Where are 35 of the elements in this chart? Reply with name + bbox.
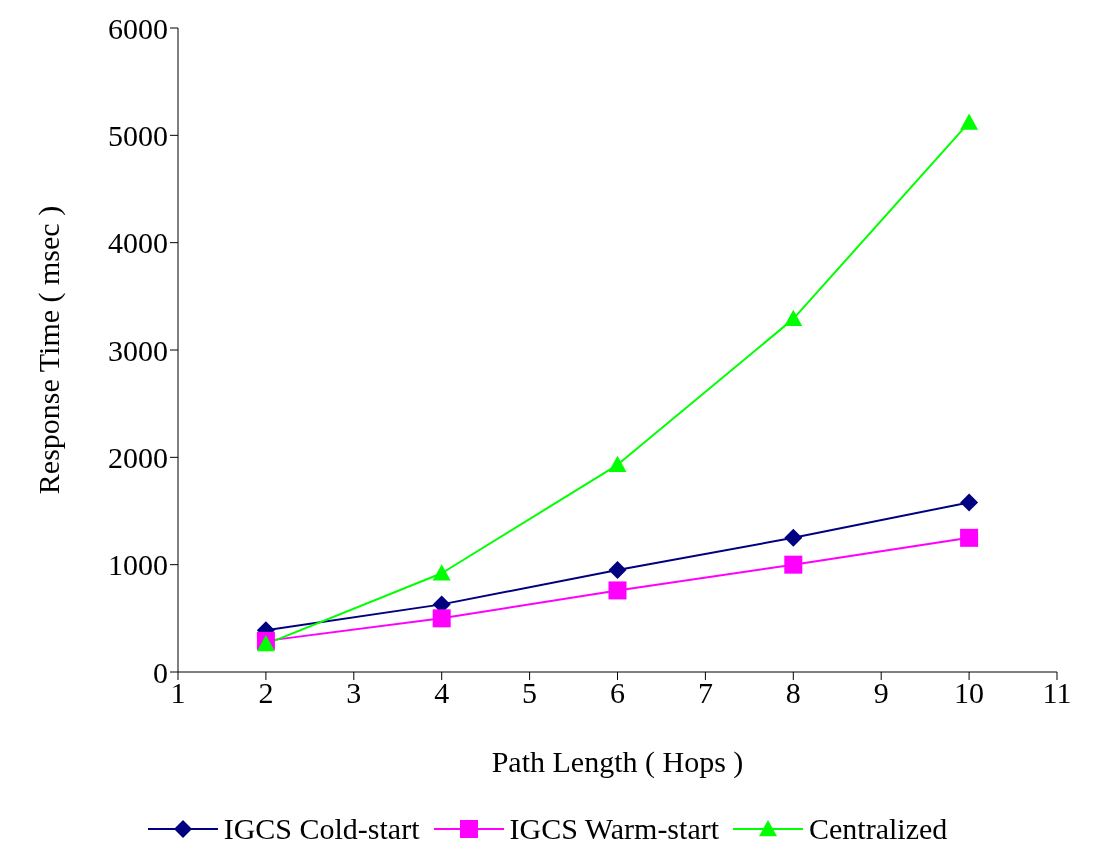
point xyxy=(960,113,979,130)
y-tick-label: 4000 xyxy=(108,226,168,260)
point xyxy=(784,555,803,574)
point xyxy=(432,609,451,628)
x-tick-label: 3 xyxy=(346,676,362,710)
y-tick-label: 3000 xyxy=(108,333,168,367)
y-tick-label: 1000 xyxy=(108,548,168,582)
point xyxy=(960,493,979,512)
x-tick-label: 8 xyxy=(785,676,801,710)
x-tick-label: 1 xyxy=(170,676,186,710)
y-tick-label: 0 xyxy=(153,655,168,689)
legend-label: IGCS Warm-start xyxy=(509,812,720,846)
x-tick-label: 7 xyxy=(697,676,713,710)
point xyxy=(784,528,803,547)
x-tick-label: 2 xyxy=(258,676,274,710)
point xyxy=(608,561,627,580)
x-tick-label: 6 xyxy=(610,676,625,710)
x-axis-title: Path Length ( Hops ) xyxy=(491,745,744,779)
y-tick-label: 6000 xyxy=(108,11,168,45)
point xyxy=(608,581,627,600)
point xyxy=(608,455,627,473)
y-tick-label: 2000 xyxy=(108,440,168,474)
point xyxy=(784,309,803,327)
x-tick-label: 9 xyxy=(873,676,889,710)
x-tick-label: 5 xyxy=(522,676,538,710)
point xyxy=(256,635,275,652)
x-tick-label: 11 xyxy=(1042,676,1072,710)
legend-label: Centralized xyxy=(809,812,948,846)
y-tick-label: 5000 xyxy=(108,118,168,152)
x-tick-label: 10 xyxy=(954,676,985,710)
y-axis-title: Response Time ( msec ) xyxy=(31,205,66,495)
legend-label: IGCS Cold-start xyxy=(223,812,420,846)
point xyxy=(432,564,451,581)
point xyxy=(960,528,979,547)
x-tick-label: 4 xyxy=(434,676,450,710)
